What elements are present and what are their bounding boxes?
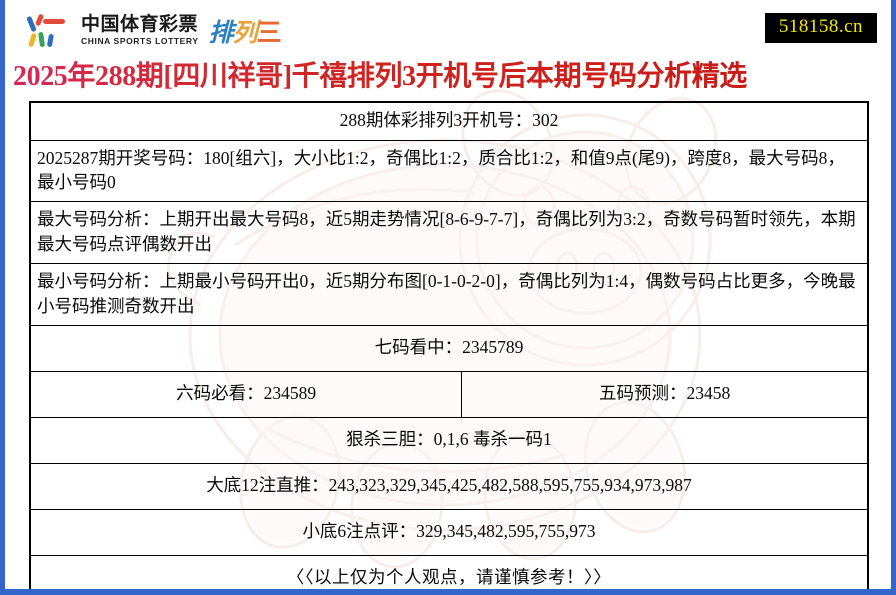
table-row-six-five: 六码必看：234589 五码预测：23458 [29,370,869,418]
sports-lottery-logo-icon [27,13,65,47]
small-6-bets-cell: 小底6注点评：329,345,482,595,755,973 [29,508,869,556]
table-row-small6: 小底6注点评：329,345,482,595,755,973 [29,508,869,556]
last-draw-cell: 2025287期开奖号码：180[组六]，大小比1:2，奇偶比1:2，质合比1:… [29,139,869,203]
game-name-char-1: 排 [208,17,234,47]
table-row-seven-codes: 七码看中：2345789 [29,324,869,372]
six-codes-cell: 六码必看：234589 [29,370,463,418]
big-12-bets-cell: 大底12注直推：243,323,329,345,425,482,588,595,… [29,462,869,510]
analysis-table: 288期体彩排列3开机号：302 2025287期开奖号码：180[组六]，大小… [29,101,869,589]
min-number-analysis-cell: 最小号码分析：上期最小号码开出0，近5期分布图[0-1-0-2-0]，奇偶比列为… [29,262,869,326]
logo-chinese-name: 中国体育彩票 [81,13,199,36]
table-row-min-analysis: 最小号码分析：上期最小号码开出0，近5期分布图[0-1-0-2-0]，奇偶比列为… [29,262,869,326]
site-domain-badge[interactable]: 518158.cn [764,13,877,43]
five-codes-cell: 五码预测：23458 [461,370,869,418]
kaiji-number-cell: 288期体彩排列3开机号：302 [29,101,869,141]
lottery-logo[interactable]: 中国体育彩票 CHINA SPORTS LOTTERY 排列三 [27,13,283,49]
page-title: 2025年288期[四川祥哥]千禧排列3开机号后本期号码分析精选 [5,54,891,100]
table-row-kaiji: 288期体彩排列3开机号：302 [29,101,869,141]
table-row-last-draw: 2025287期开奖号码：180[组六]，大小比1:2，奇偶比1:2，质合比1:… [29,139,869,203]
kill-codes-cell: 狠杀三胆：0,1,6 毒杀一码1 [29,416,869,464]
max-number-analysis-cell: 最大号码分析：上期开出最大号码8，近5期走势情况[8-6-9-7-7]，奇偶比列… [29,201,869,264]
game-name-char-2: 列 [232,17,258,47]
analysis-table-wrapper: 288期体彩排列3开机号：302 2025287期开奖号码：180[组六]，大小… [29,101,869,589]
table-row-kill: 狠杀三胆：0,1,6 毒杀一码1 [29,416,869,464]
table-row-footer: 〈〈以上仅为个人观点，请谨慎参考！〉〉 [29,554,869,589]
logo-english-name: CHINA SPORTS LOTTERY [81,36,199,47]
table-row-max-analysis: 最大号码分析：上期开出最大号码8，近5期走势情况[8-6-9-7-7]，奇偶比列… [29,201,869,264]
site-header: 中国体育彩票 CHINA SPORTS LOTTERY 排列三 518158.c… [5,0,891,54]
table-row-big12: 大底12注直推：243,323,329,345,425,482,588,595,… [29,462,869,510]
game-name-logo: 排列三 [209,13,283,49]
game-name-char-3: 三 [256,17,283,47]
disclaimer-cell: 〈〈以上仅为个人观点，请谨慎参考！〉〉 [29,554,869,589]
seven-codes-cell: 七码看中：2345789 [29,324,869,372]
